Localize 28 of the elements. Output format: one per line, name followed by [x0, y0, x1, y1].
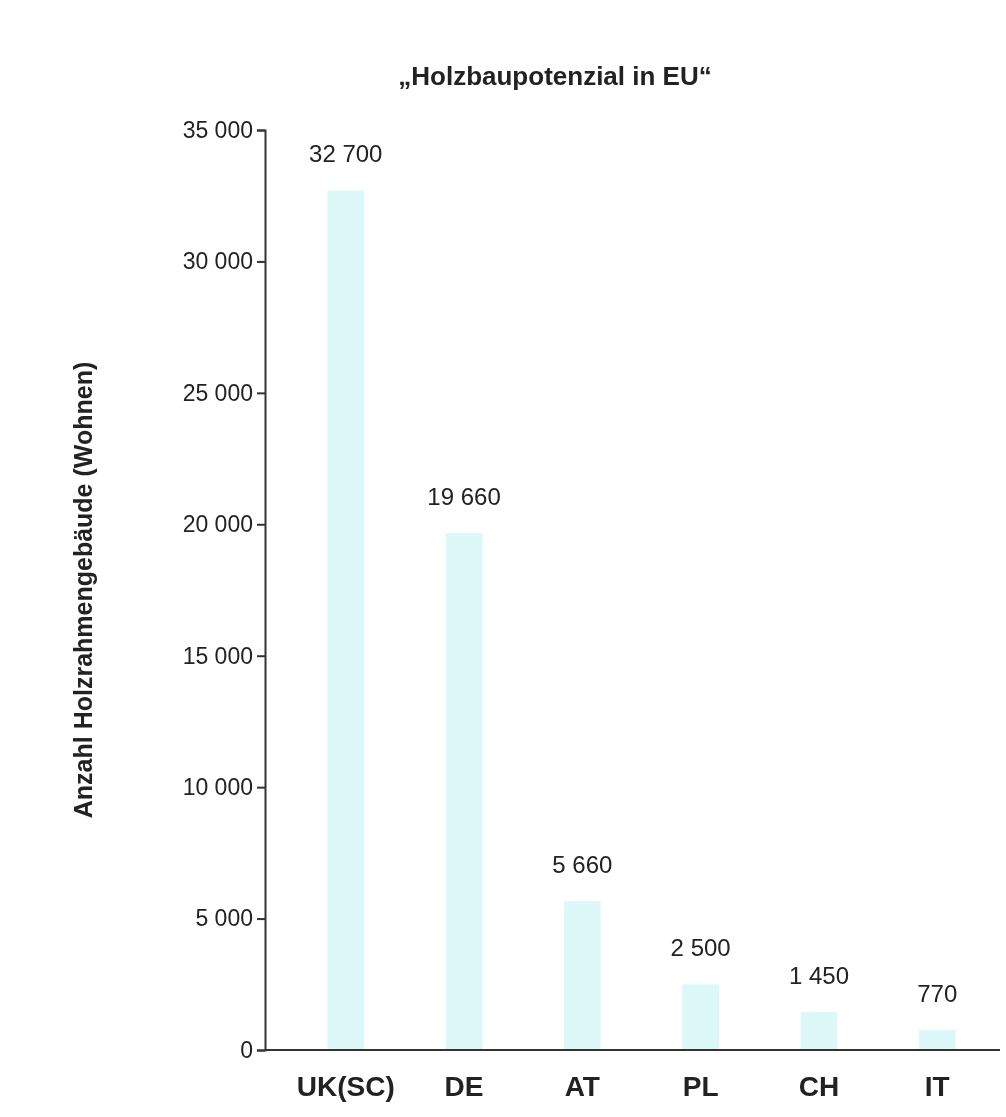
y-tick-label: 15 000	[182, 642, 253, 669]
y-tick-label: 0	[240, 1036, 253, 1063]
chart-title: „Holzbaupotenzial in EU“	[398, 61, 712, 91]
data-label: 1 450	[788, 961, 849, 989]
y-tick-label: 5 000	[195, 905, 253, 932]
x-tick-label: AT	[564, 1070, 600, 1102]
bar	[327, 190, 365, 1050]
data-label: 19 660	[427, 483, 501, 511]
y-axis-title: Anzahl Holzrahmengebäude (Wohnen)	[69, 361, 97, 819]
x-tick-label: PL	[682, 1070, 719, 1102]
y-tick-label: 30 000	[182, 248, 253, 275]
x-tick-label: UK(SC)	[296, 1070, 395, 1102]
x-tick-label: IT	[924, 1070, 950, 1102]
x-tick-label: CH	[798, 1070, 840, 1102]
bar	[445, 533, 483, 1050]
y-tick-label: 35 000	[182, 116, 253, 143]
bar	[564, 901, 601, 1050]
bar	[918, 1029, 956, 1050]
data-label: 32 700	[309, 140, 383, 168]
y-tick-label: 25 000	[182, 379, 253, 406]
x-tick-label: DE	[444, 1070, 484, 1102]
data-label: 5 660	[552, 851, 613, 879]
bar	[800, 1011, 838, 1050]
data-label: 2 500	[670, 934, 731, 962]
y-tick-label: 20 000	[182, 511, 253, 538]
bar	[682, 984, 719, 1050]
data-label: 770	[917, 979, 958, 1007]
y-tick-label: 10 000	[182, 774, 253, 800]
